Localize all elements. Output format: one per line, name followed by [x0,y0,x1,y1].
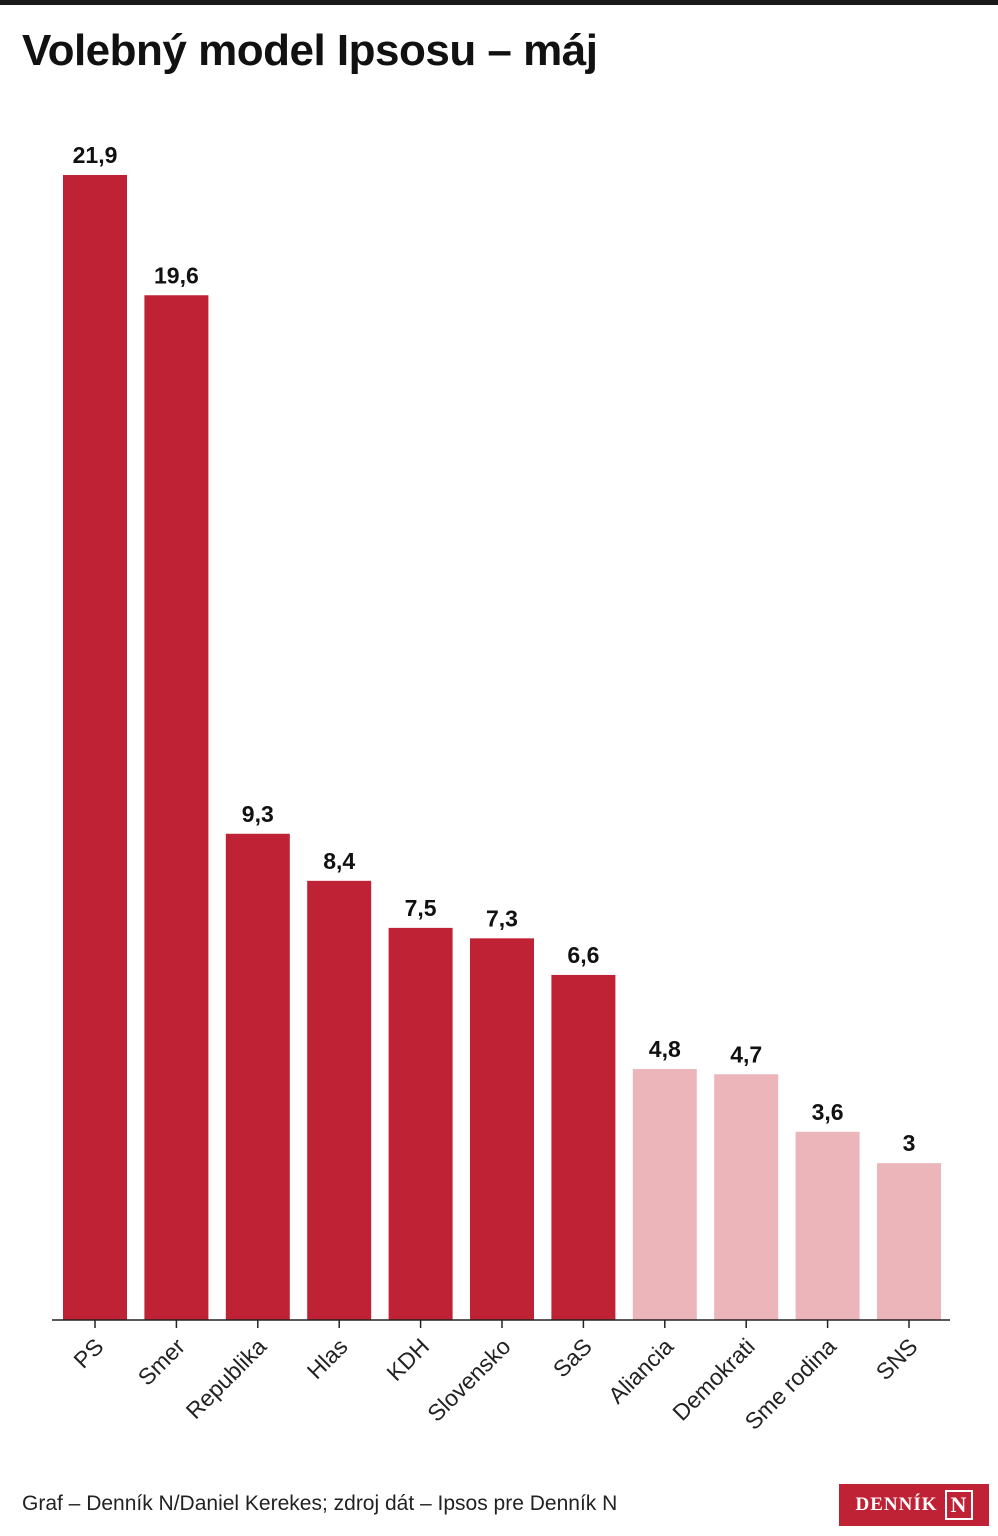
value-label: 6,6 [567,942,599,968]
value-label: 7,3 [486,905,518,931]
bar-slovensko [470,938,534,1320]
value-label: 3,6 [812,1099,844,1125]
chart-title: Volebný model Ipsosu – máj [22,26,598,75]
value-label: 4,8 [649,1036,681,1062]
value-label: 21,9 [73,142,118,168]
bar-aliancia [632,1069,697,1320]
bar-kdh [388,927,453,1320]
category-label: SaS [548,1333,597,1382]
bar-sas [551,974,616,1320]
category-label: Hlas [302,1333,353,1384]
bar-republika [225,833,290,1320]
value-label: 19,6 [154,262,199,288]
logo-wordmark: DENNÍK [855,1494,938,1515]
bar-ps [63,175,127,1320]
category-label: PS [68,1333,108,1373]
category-label: SNS [871,1333,923,1385]
bar-hlas [307,880,372,1320]
value-label: 7,5 [405,895,437,921]
value-label: 9,3 [242,801,274,827]
bar-sns [877,1163,941,1320]
dennik-n-logo: DENNÍK N [839,1484,989,1526]
bar-chart: 21,9 PS 19,6 Smer 9,3 Republika 8,4 Hlas 7,5 KDH 7… [52,142,950,1435]
value-label: 3 [903,1130,916,1156]
category-label: Slovensko [422,1333,515,1426]
bar-smer [144,295,209,1321]
bar-sme-rodina [795,1131,860,1320]
value-label: 4,7 [730,1041,762,1067]
logo-n-mark-icon: N [944,1490,973,1520]
category-label: Republika [181,1333,272,1424]
top-rule [0,0,998,5]
category-label: KDH [381,1333,434,1386]
source-credit: Graf – Denník N/Daniel Kerekes; zdroj dá… [22,1492,618,1515]
value-label: 8,4 [323,848,355,874]
category-label: Aliancia [603,1333,678,1408]
bar-demokrati [714,1074,779,1320]
category-label: Smer [133,1333,190,1390]
